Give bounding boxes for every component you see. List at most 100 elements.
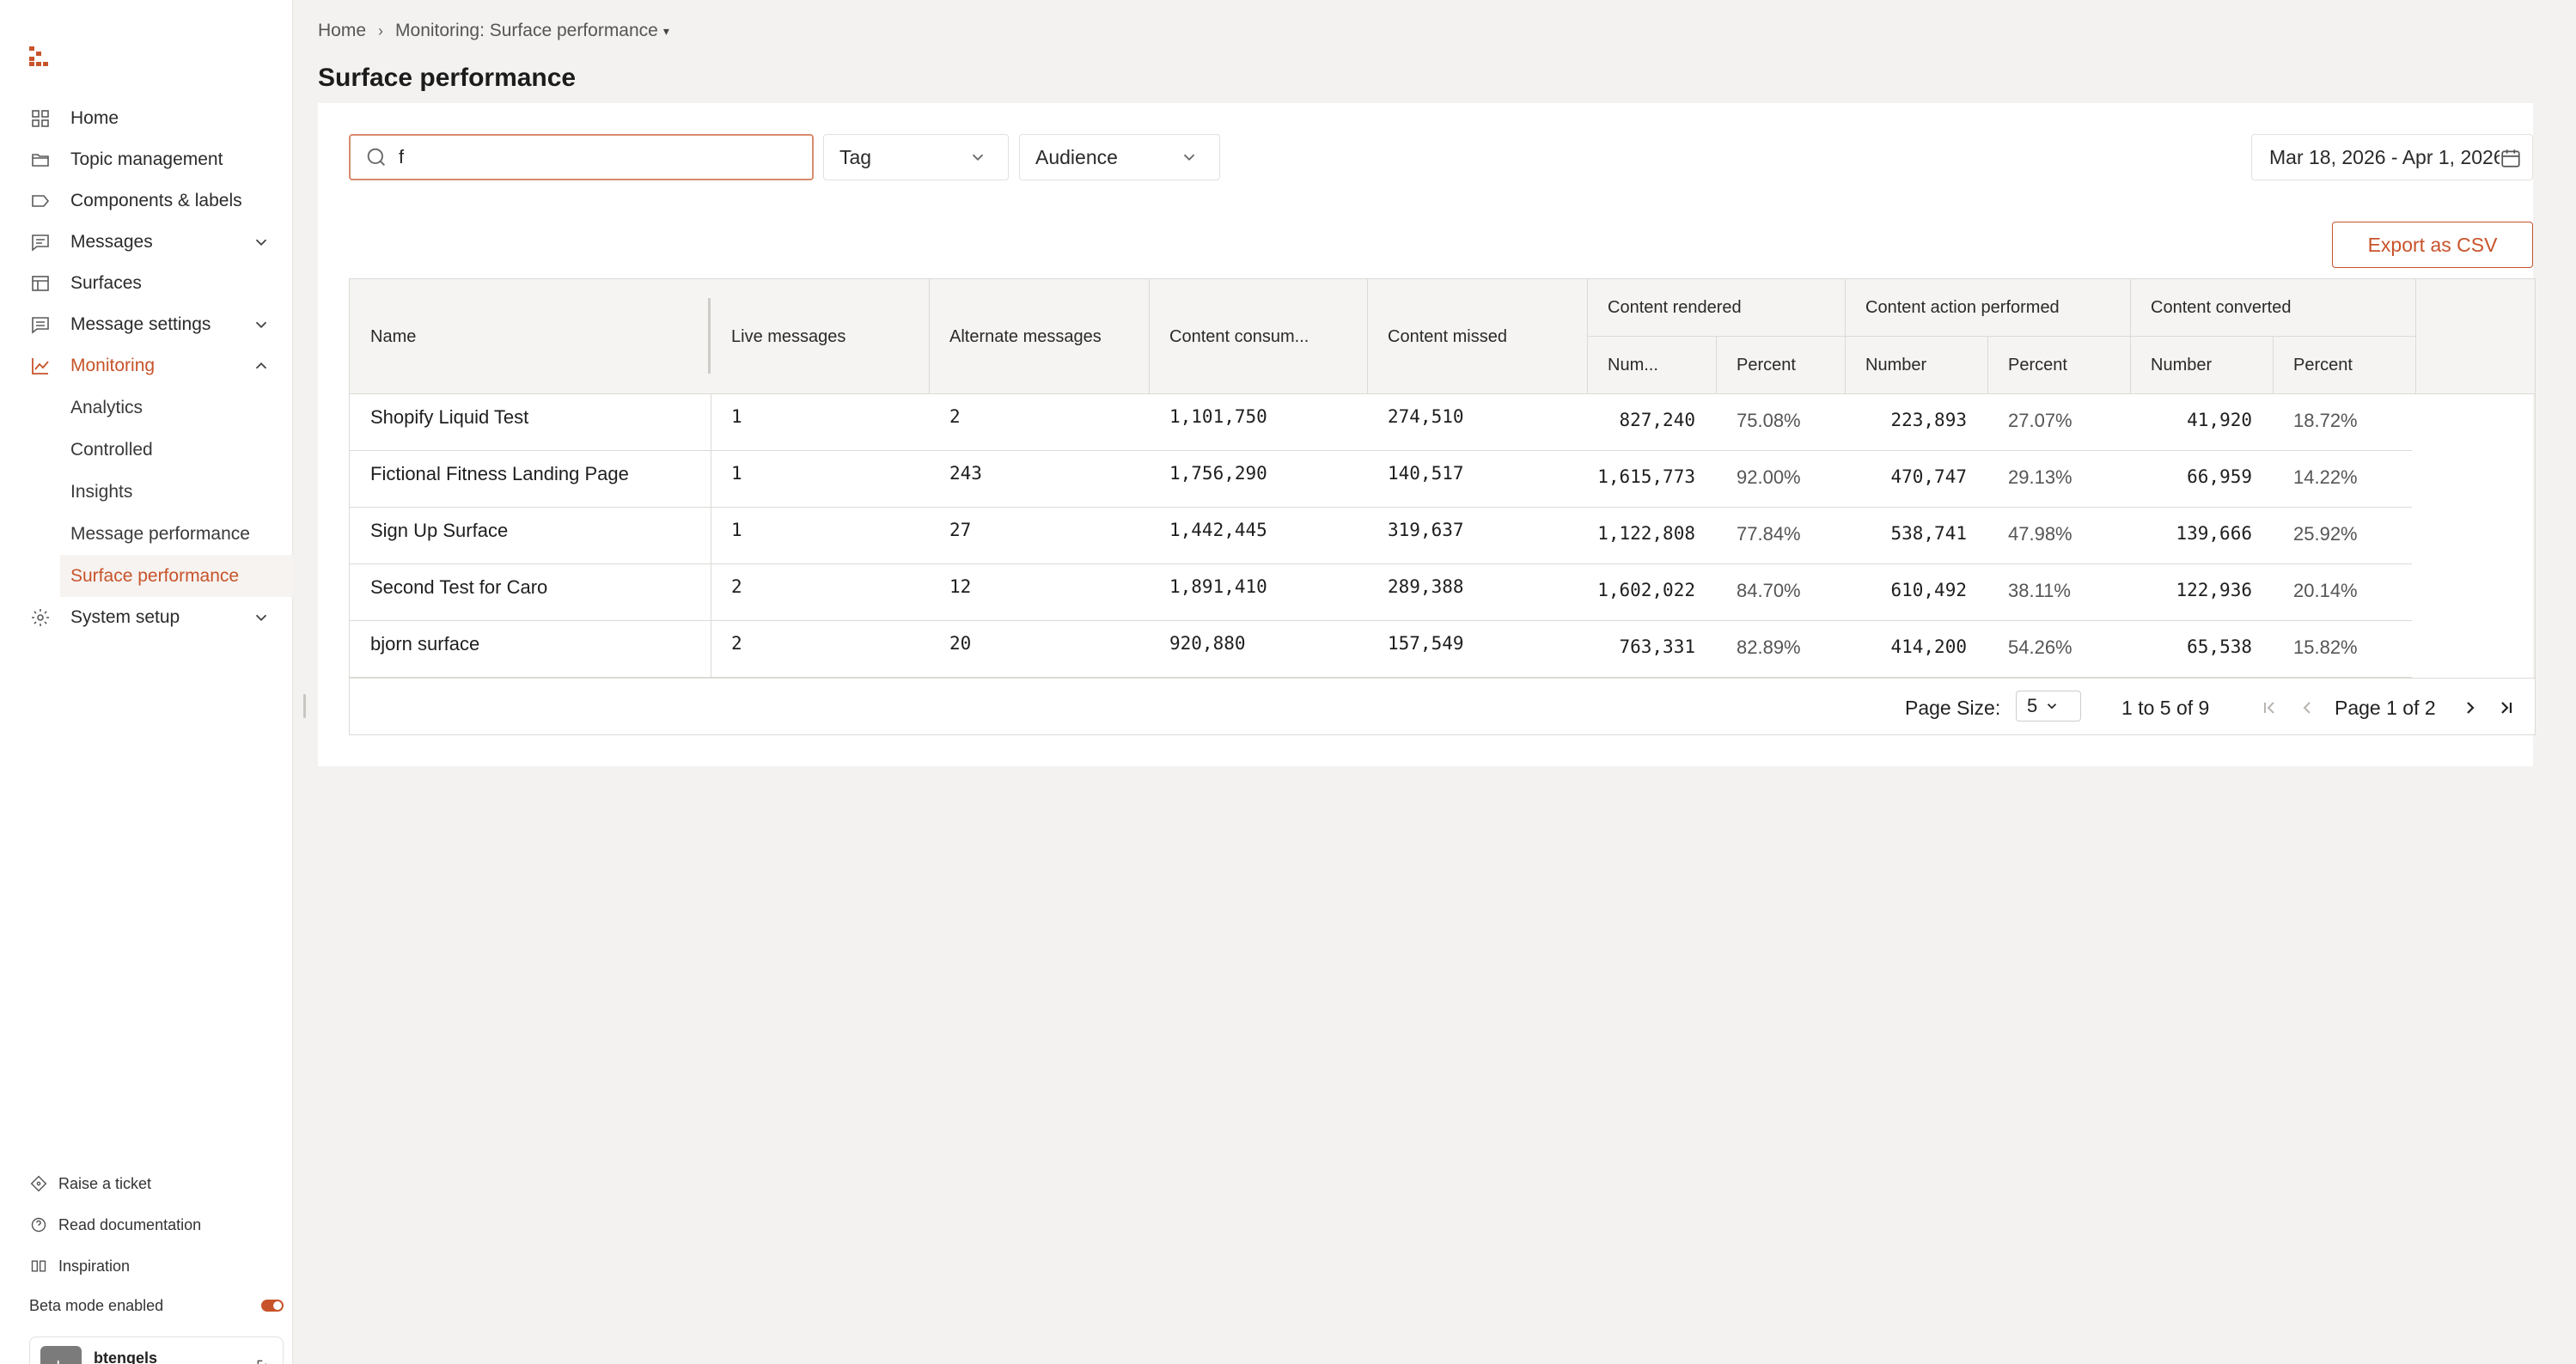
sidebar-subitem-message-performance[interactable]: Message performance: [70, 523, 250, 544]
sidebar-nav: Home Topic management Components & label…: [0, 98, 293, 638]
table-row[interactable]: Fictional Fitness Landing Page 1 243 1,7…: [350, 451, 2412, 508]
cell-alternate: 20: [949, 633, 972, 654]
column-header-live-messages[interactable]: Live messages: [731, 326, 846, 346]
sidebar-item-topic-management[interactable]: Topic management: [0, 139, 293, 180]
column-group-content-action-performed: Content action performed: [1865, 297, 2060, 317]
first-page-icon[interactable]: [2259, 697, 2280, 718]
cell-converted-number: 41,920: [2187, 410, 2252, 430]
logout-icon[interactable]: [255, 1358, 272, 1364]
cell-live: 1: [731, 463, 742, 484]
sidebar-item-monitoring[interactable]: Monitoring: [0, 345, 293, 387]
cell-alternate: 2: [949, 406, 961, 427]
sidebar-subitem-controlled[interactable]: Controlled: [70, 439, 153, 460]
inspiration-link[interactable]: Inspiration: [29, 1245, 287, 1287]
cell-rendered-number: 1,615,773: [1597, 466, 1695, 487]
read-documentation-link[interactable]: Read documentation: [29, 1204, 287, 1245]
sidebar-resize-handle[interactable]: [303, 694, 306, 718]
chevron-down-icon: [1183, 154, 1195, 161]
caret-down-icon[interactable]: ▾: [662, 23, 669, 38]
sidebar-item-messages[interactable]: Messages: [0, 222, 293, 263]
sidebar-item-label: Messages: [70, 232, 153, 252]
cell-action-percent: 38.11%: [2008, 580, 2071, 601]
sidebar-item-components-labels[interactable]: Components & labels: [0, 180, 293, 222]
column-header-action-percent[interactable]: Percent: [2008, 355, 2067, 374]
chevron-up-icon[interactable]: [252, 356, 271, 375]
column-group-content-rendered: Content rendered: [1608, 297, 1742, 317]
cell-alternate: 27: [949, 520, 972, 540]
range-total: 9: [2198, 696, 2210, 719]
audience-select[interactable]: Audience: [1019, 134, 1220, 180]
cell-missed: 274,510: [1388, 406, 1464, 427]
range-to: 5: [2159, 696, 2171, 719]
raise-ticket-link[interactable]: Raise a ticket: [29, 1163, 287, 1204]
page-size-select[interactable]: 5: [2016, 691, 2081, 722]
next-page-icon[interactable]: [2460, 697, 2481, 718]
ticket-icon: [29, 1174, 48, 1193]
cell-converted-number: 122,936: [2176, 580, 2252, 600]
cell-consumed: 1,442,445: [1169, 520, 1267, 540]
column-header-content-missed[interactable]: Content missed: [1388, 326, 1507, 346]
header-divider: [1367, 279, 1368, 394]
header-divider: [1716, 336, 1717, 394]
cell-rendered-percent: 75.08%: [1737, 410, 1801, 431]
main-panel: f Tag Audience Mar 18, 2026 - Apr 1, 202…: [318, 103, 2536, 766]
sidebar-footer: Raise a ticket Read documentation Inspir…: [29, 1163, 287, 1364]
column-header-action-number[interactable]: Number: [1865, 355, 1927, 374]
column-header-name[interactable]: Name: [370, 326, 417, 346]
date-range-picker[interactable]: Mar 18, 2026 - Apr 1, 2026: [2251, 134, 2533, 180]
pagination-bar: Page Size: 5 1 to 5 of 9 Page 1 of 2: [350, 678, 2535, 734]
cell-converted-number: 139,666: [2176, 523, 2252, 544]
search-input[interactable]: f: [349, 134, 814, 180]
cell-action-percent: 47.98%: [2008, 523, 2072, 545]
chevron-down-icon[interactable]: [252, 608, 271, 627]
column-header-rendered-number[interactable]: Num...: [1608, 355, 1658, 374]
brand-logo-icon[interactable]: [27, 43, 62, 70]
cell-converted-percent: 18.72%: [2293, 410, 2358, 431]
breadcrumb-current[interactable]: Monitoring: Surface performance: [395, 21, 658, 40]
sidebar-item-label: Monitoring: [70, 356, 156, 375]
breadcrumb-home[interactable]: Home: [318, 21, 367, 40]
sidebar-item-message-settings[interactable]: Message settings: [0, 304, 293, 345]
message-icon: [29, 231, 52, 253]
sidebar-subitem-insights[interactable]: Insights: [70, 481, 133, 502]
export-csv-button[interactable]: Export as CSV: [2332, 222, 2533, 268]
user-card[interactable]: b btengels: [29, 1337, 284, 1364]
sidebar-item-system-setup[interactable]: System setup: [0, 597, 293, 638]
column-header-alternate-messages[interactable]: Alternate messages: [949, 326, 1102, 346]
calendar-icon[interactable]: [2500, 147, 2522, 169]
column-header-converted-percent[interactable]: Percent: [2293, 355, 2353, 374]
previous-page-icon[interactable]: [2297, 697, 2317, 718]
table-row[interactable]: Sign Up Surface 1 27 1,442,445 319,637 1…: [350, 508, 2412, 564]
column-resize-handle[interactable]: [708, 298, 711, 374]
last-page-icon[interactable]: [2496, 697, 2517, 718]
cell-missed: 157,549: [1388, 633, 1464, 654]
column-header-content-consumed[interactable]: Content consum...: [1169, 326, 1309, 346]
page-current: 1: [2386, 696, 2397, 719]
cell-missed: 319,637: [1388, 520, 1464, 540]
cell-alternate: 243: [949, 463, 982, 484]
table-row[interactable]: Shopify Liquid Test 1 2 1,101,750 274,51…: [350, 394, 2412, 451]
sidebar-subitem-surface-performance[interactable]: Surface performance: [60, 555, 293, 597]
cell-consumed: 1,891,410: [1169, 576, 1267, 597]
chevron-down-icon[interactable]: [252, 233, 271, 252]
sidebar-item-label: Components & labels: [70, 191, 242, 210]
cell-converted-number: 66,959: [2187, 466, 2252, 487]
beta-mode-toggle[interactable]: [261, 1300, 284, 1312]
sidebar-item-home[interactable]: Home: [0, 98, 293, 139]
column-header-rendered-percent[interactable]: Percent: [1737, 355, 1796, 374]
table-row[interactable]: bjorn surface 2 20 920,880 157,549 763,3…: [350, 621, 2412, 678]
cell-action-percent: 54.26%: [2008, 636, 2072, 658]
range-to-word: to: [2138, 696, 2155, 719]
header-divider: [2273, 336, 2274, 394]
cell-rendered-percent: 77.84%: [1737, 523, 1801, 545]
chevron-down-icon[interactable]: [252, 315, 271, 334]
cell-converted-number: 65,538: [2187, 636, 2252, 657]
cell-action-percent: 29.13%: [2008, 466, 2072, 488]
table-row[interactable]: Second Test for Caro 2 12 1,891,410 289,…: [350, 564, 2412, 621]
sidebar-item-surfaces[interactable]: Surfaces: [0, 263, 293, 304]
column-header-converted-number[interactable]: Number: [2151, 355, 2213, 374]
table-icon: [29, 272, 52, 295]
tag-select[interactable]: Tag: [823, 134, 1009, 180]
cell-live: 1: [731, 406, 742, 427]
sidebar-subitem-analytics[interactable]: Analytics: [70, 397, 143, 417]
